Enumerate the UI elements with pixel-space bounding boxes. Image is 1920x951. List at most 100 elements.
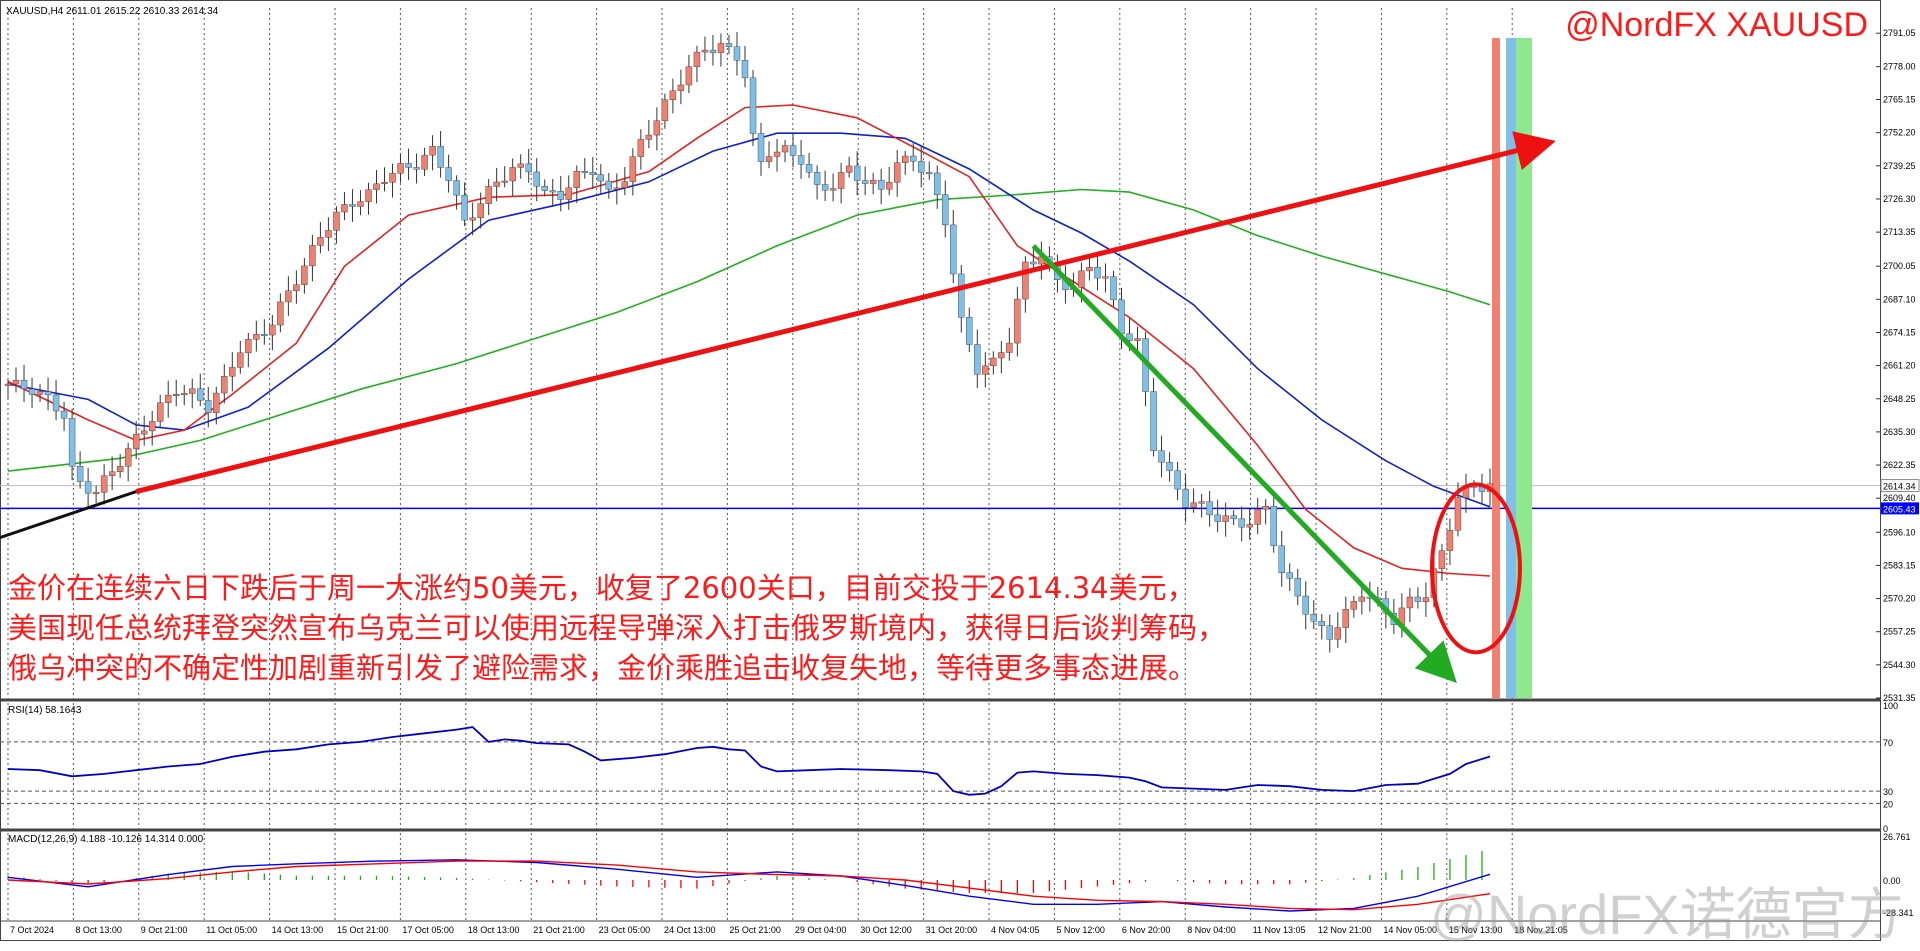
candle-body: [877, 179, 885, 190]
candle: [789, 133, 797, 168]
candle: [885, 167, 893, 196]
candle-body: [845, 165, 853, 173]
candle: [1462, 473, 1470, 513]
candle-body: [1198, 501, 1205, 504]
candle: [621, 167, 629, 196]
candle: [805, 152, 813, 178]
candle: [517, 154, 524, 179]
candle: [173, 379, 180, 407]
candle: [1350, 596, 1358, 618]
candle-body: [950, 224, 957, 275]
candle-body: [1262, 505, 1269, 510]
candle: [12, 367, 20, 393]
candle: [1302, 581, 1309, 630]
time-tick-label: 4 Nov 04:05: [991, 925, 1040, 935]
candle: [701, 36, 709, 61]
price-tick-label: 2700.05: [1883, 261, 1916, 271]
candle-body: [1230, 515, 1237, 520]
candle-body: [910, 155, 917, 162]
candle-body: [68, 418, 76, 467]
candle-body: [765, 156, 773, 162]
candle-body: [301, 265, 308, 285]
candle-body: [629, 156, 637, 182]
current-price-label: 2614.34: [1883, 482, 1916, 492]
candle-body: [1254, 508, 1261, 525]
candle-body: [789, 145, 797, 156]
candle-body: [869, 179, 877, 184]
rsi-tick-label: 20: [1883, 799, 1893, 809]
candle: [797, 140, 805, 179]
candle-body: [1110, 276, 1117, 301]
candles: [4, 32, 1494, 653]
candle: [1166, 452, 1173, 482]
candle: [44, 377, 52, 411]
candle-body: [1278, 545, 1285, 573]
candle: [341, 192, 348, 221]
macd-main-line: [7, 859, 1491, 912]
candle-body: [557, 191, 564, 200]
brand-label: @NordFX XAUUSD: [1565, 6, 1868, 44]
candle-body: [1150, 391, 1157, 451]
candle-body: [1086, 267, 1093, 272]
price-tick-label: 2648.25: [1883, 394, 1916, 404]
candle: [1446, 518, 1454, 566]
candle-body: [1438, 550, 1446, 569]
candle-body: [1446, 530, 1454, 551]
candle-body: [1094, 267, 1101, 279]
price-tick-label: 2596.10: [1883, 527, 1916, 537]
candle-body: [966, 317, 973, 345]
candle: [1198, 493, 1205, 518]
candle: [333, 206, 340, 244]
candle: [357, 190, 364, 216]
candle: [1414, 587, 1422, 609]
price-tick-label: 2752.20: [1883, 128, 1916, 138]
candle: [573, 165, 580, 203]
band-orange: [1492, 38, 1500, 698]
candle: [549, 179, 556, 206]
candle: [317, 222, 324, 254]
price-tick-label: 2622.35: [1883, 460, 1916, 470]
candle-body: [885, 182, 893, 190]
rsi-tick-label: 0: [1883, 824, 1888, 834]
candle-body: [277, 301, 284, 326]
candle: [1318, 614, 1325, 640]
candle-body: [1206, 501, 1213, 516]
candle: [717, 33, 725, 67]
candle: [1326, 614, 1333, 653]
candle-body: [781, 145, 789, 153]
candle: [974, 329, 981, 389]
price-tick-label: 2713.35: [1883, 227, 1916, 237]
candle-body: [1030, 261, 1037, 265]
candle-body: [437, 146, 444, 168]
candle-body: [469, 217, 476, 221]
price-tick-label: 2661.20: [1883, 361, 1916, 371]
candle-body: [894, 162, 901, 183]
time-tick-label: 30 Oct 12:00: [860, 925, 912, 935]
time-tick-label: 14 Nov 05:00: [1383, 925, 1437, 935]
trend-arrow-green: [1031, 244, 1457, 684]
candle: [950, 210, 957, 284]
candle: [124, 442, 132, 482]
candle: [733, 32, 741, 76]
candle: [902, 150, 909, 175]
candle-body: [1078, 270, 1085, 288]
price-tick-label: 2791.05: [1883, 28, 1916, 38]
candle-body: [1214, 514, 1221, 522]
candle-body: [1182, 488, 1189, 508]
candle: [485, 179, 492, 216]
candle: [261, 319, 268, 345]
candle: [1254, 497, 1261, 535]
candle: [445, 154, 452, 193]
candle-body: [1454, 497, 1462, 531]
candle-body: [116, 466, 124, 472]
candle: [28, 377, 36, 409]
candle: [1006, 327, 1013, 361]
candle-body: [565, 187, 572, 200]
candle: [245, 333, 252, 368]
rsi-tick-label: 30: [1883, 787, 1893, 797]
candle: [861, 166, 869, 196]
candle: [1406, 588, 1414, 622]
rsi-label: RSI(14) 58.1643: [8, 705, 82, 716]
candle-body: [1006, 342, 1013, 353]
